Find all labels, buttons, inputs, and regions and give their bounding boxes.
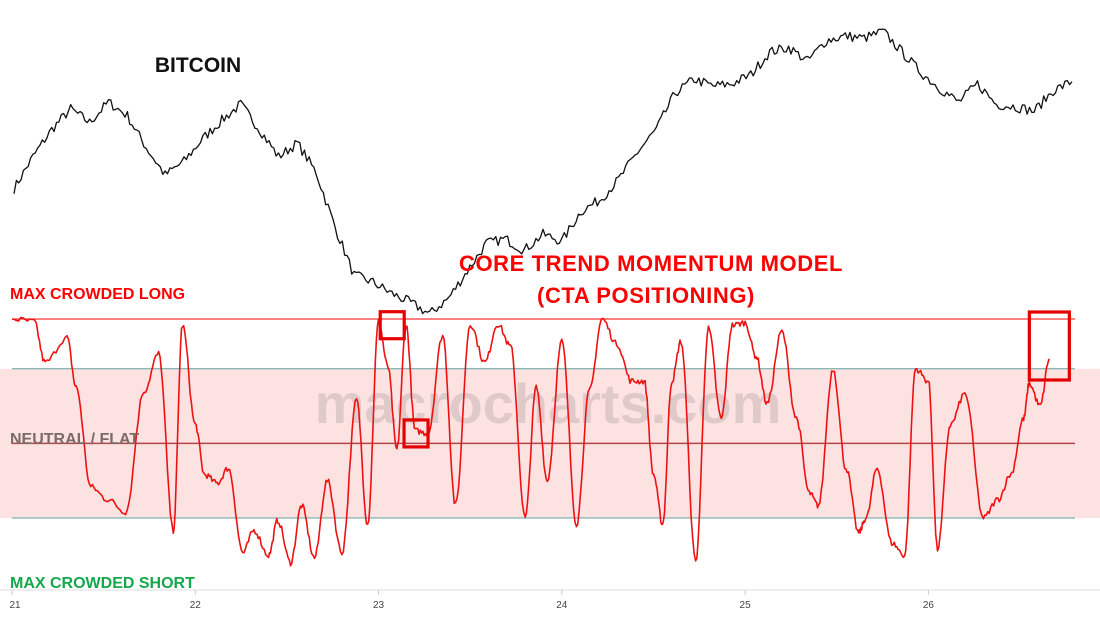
watermark: macrocharts.com [315, 372, 782, 435]
model-title-line-2: (CTA POSITIONING) [537, 283, 755, 308]
model-title-line-1: CORE TREND MOMENTUM MODEL [459, 251, 843, 276]
x-tick-label: 26 [923, 600, 935, 611]
bitcoin-price-line [13, 28, 1073, 315]
x-tick-label: 22 [190, 600, 202, 611]
x-axis-ticks: 21 22 23 24 25 26 [9, 590, 934, 611]
highlight-box [402, 418, 430, 449]
reference-labels: MAX CROWDED LONG NEUTRAL / FLAT MAX CROWDE… [10, 286, 195, 592]
reference-label: NEUTRAL / FLAT [10, 431, 139, 448]
highlight-boxes [378, 310, 1071, 449]
x-tick-label: 21 [9, 600, 21, 611]
highlight-box [378, 310, 406, 341]
bitcoin-title: BITCOIN [155, 54, 241, 77]
x-tick-label: 24 [556, 600, 568, 611]
highlight-box [1027, 310, 1071, 382]
x-tick-label: 23 [373, 600, 385, 611]
cta-momentum-line [11, 316, 1051, 567]
x-tick-label: 25 [740, 600, 752, 611]
reference-label: MAX CROWDED LONG [10, 286, 185, 303]
reference-label: MAX CROWDED SHORT [10, 575, 195, 592]
